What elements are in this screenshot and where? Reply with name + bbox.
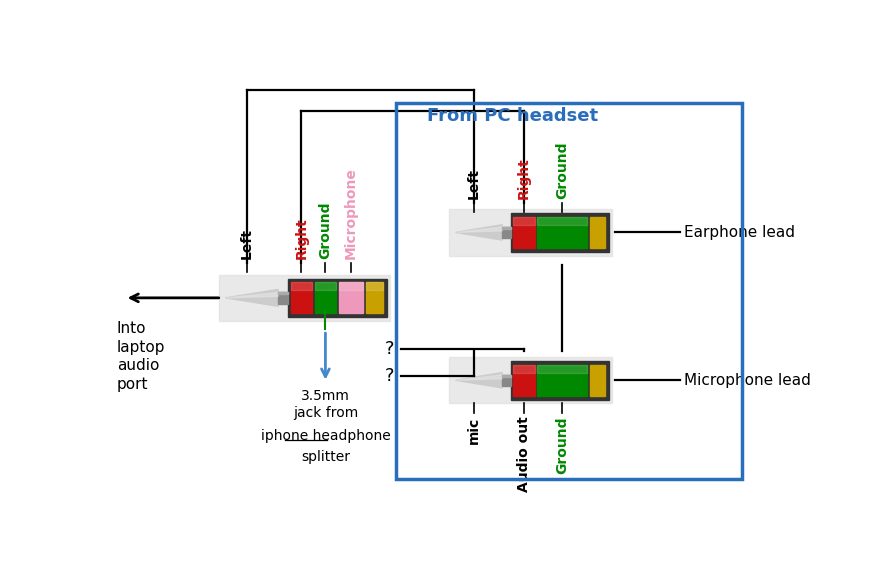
- Bar: [590, 217, 605, 248]
- Bar: [513, 217, 534, 248]
- Bar: [396, 103, 742, 479]
- Bar: [510, 361, 609, 400]
- Polygon shape: [457, 227, 502, 233]
- Text: Earphone lead: Earphone lead: [684, 225, 796, 240]
- Bar: [449, 357, 612, 404]
- Bar: [510, 213, 609, 252]
- Bar: [366, 283, 383, 290]
- Bar: [537, 365, 587, 396]
- Text: ?: ?: [385, 368, 394, 385]
- Bar: [502, 227, 510, 238]
- Bar: [288, 279, 386, 317]
- Text: ?: ?: [385, 340, 394, 359]
- Bar: [291, 283, 312, 290]
- Text: 3.5mm
jack from: 3.5mm jack from: [292, 389, 358, 420]
- Bar: [502, 375, 510, 377]
- Text: Ground: Ground: [556, 417, 569, 474]
- Text: Left: Left: [467, 168, 481, 199]
- Bar: [449, 209, 612, 255]
- Text: Ground: Ground: [318, 202, 332, 259]
- Text: Audio out: Audio out: [517, 417, 531, 492]
- Text: Right: Right: [294, 218, 308, 259]
- Text: Microphone lead: Microphone lead: [684, 373, 811, 388]
- Polygon shape: [455, 225, 502, 240]
- Bar: [513, 365, 534, 373]
- Text: splitter: splitter: [301, 450, 350, 465]
- Text: Microphone: Microphone: [344, 168, 358, 259]
- Bar: [502, 375, 510, 386]
- Polygon shape: [457, 375, 502, 380]
- Bar: [513, 365, 534, 396]
- Text: Right: Right: [517, 157, 531, 200]
- Bar: [315, 283, 337, 314]
- Text: Left: Left: [239, 229, 253, 259]
- Bar: [513, 217, 534, 225]
- Text: Into
laptop
audio
port: Into laptop audio port: [117, 321, 166, 392]
- Text: mic: mic: [467, 417, 481, 443]
- Polygon shape: [227, 292, 278, 298]
- Text: From PC headset: From PC headset: [427, 107, 598, 125]
- Bar: [590, 365, 605, 396]
- Bar: [537, 365, 587, 373]
- Bar: [366, 283, 383, 314]
- Text: iphone headphone: iphone headphone: [260, 429, 391, 443]
- Bar: [219, 275, 390, 321]
- Bar: [338, 283, 363, 314]
- Bar: [278, 292, 288, 304]
- Bar: [278, 292, 288, 294]
- Bar: [338, 283, 363, 290]
- Bar: [537, 217, 587, 248]
- Bar: [537, 217, 587, 225]
- Polygon shape: [455, 373, 502, 388]
- Polygon shape: [225, 290, 278, 306]
- Bar: [291, 283, 312, 314]
- Text: Ground: Ground: [556, 142, 569, 200]
- Bar: [315, 283, 337, 290]
- Bar: [502, 227, 510, 229]
